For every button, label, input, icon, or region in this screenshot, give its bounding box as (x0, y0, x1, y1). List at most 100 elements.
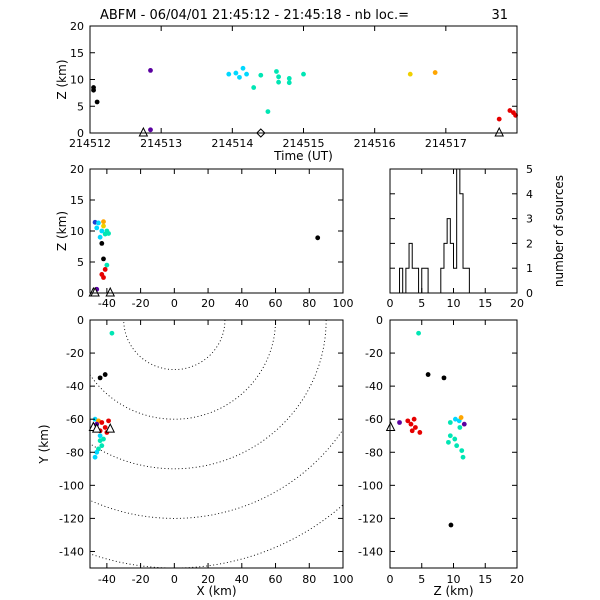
y-tick-label: -20 (66, 347, 84, 360)
x-tick-label: 20 (510, 573, 524, 586)
y-tick-label: 20 (70, 163, 84, 176)
source-point (92, 454, 98, 460)
source-point (109, 330, 115, 336)
plan-view-frame (89, 319, 344, 569)
source-point (315, 235, 321, 241)
y-axis-label: Z (km) (55, 59, 69, 99)
y-tick-label: -120 (358, 512, 383, 525)
source-point (97, 438, 103, 444)
y-tick-label: -20 (365, 347, 383, 360)
source-point (258, 72, 264, 78)
y-tick-label: -40 (365, 380, 383, 393)
y-axis-label: Y (km) (37, 424, 51, 464)
y-tick-label: 5 (77, 100, 84, 113)
x-tick-label: -20 (132, 573, 150, 586)
x-tick-label: 40 (235, 573, 249, 586)
source-point (432, 70, 438, 75)
source-point (104, 262, 110, 268)
source-point (301, 71, 306, 77)
y-tick-label: 0 (77, 127, 84, 140)
x-height-panel: -40 -20 0 20 40 60 80 100 0 5 10 15 20 Z (km) (55, 163, 354, 310)
y-tick-label: 0 (376, 314, 383, 327)
station-marker (105, 423, 116, 433)
source-point (240, 65, 246, 71)
x-tick-label: 40 (235, 297, 249, 310)
source-point (148, 68, 153, 73)
x-tick-label: 60 (269, 297, 283, 310)
source-point (441, 375, 447, 381)
source-point (286, 76, 292, 81)
x-tick-label: 214516 (354, 137, 396, 150)
x-tick-label: 15 (478, 573, 492, 586)
source-point (460, 454, 466, 460)
y-tick-label: 0 (526, 287, 533, 300)
x-axis-label: X (km) (196, 584, 236, 598)
source-point (507, 108, 513, 113)
source-point (94, 99, 100, 105)
x-tick-label: 214512 (69, 137, 111, 150)
source-point (417, 430, 423, 435)
y-tick-label: -40 (66, 380, 84, 393)
source-point (101, 256, 106, 262)
y-tick-label: -120 (59, 512, 84, 525)
source-point (459, 448, 465, 454)
station-marker (105, 286, 116, 297)
source-point (397, 420, 402, 425)
source-point (276, 74, 281, 80)
source-point (102, 372, 108, 377)
source-point (447, 433, 453, 439)
station-marker (385, 421, 396, 431)
source-point (409, 428, 415, 434)
x-tick-label: 5 (418, 573, 425, 586)
station-marker (91, 423, 102, 433)
source-point (411, 416, 417, 422)
source-point (101, 223, 106, 229)
source-point (94, 449, 100, 455)
x-tick-label: 20 (510, 297, 524, 310)
source-point (97, 234, 103, 240)
source-point (233, 70, 239, 76)
x-tick-label: 0 (387, 573, 394, 586)
x-axis-label: Z (km) (433, 584, 473, 598)
source-point (97, 433, 103, 439)
x-tick-label: 20 (201, 573, 215, 586)
x-tick-label: 20 (201, 297, 215, 310)
source-point (416, 330, 421, 336)
source-point (447, 420, 453, 425)
source-point (102, 267, 108, 272)
y-tick-label: 5 (526, 163, 533, 176)
station-marker (494, 126, 505, 137)
y-tick-label: 0 (77, 314, 84, 327)
x-tick-label: 0 (171, 297, 178, 310)
histogram-bar (412, 268, 415, 293)
x-tick-label: 100 (333, 573, 354, 586)
x-height-frame (89, 168, 344, 294)
x-tick-label: 214517 (425, 137, 467, 150)
source-point (102, 425, 108, 430)
x-tick-label: 10 (447, 297, 461, 310)
source-point (453, 416, 458, 422)
y-tick-label: -80 (365, 446, 383, 459)
x-tick-label: 15 (478, 297, 492, 310)
y-tick-label: -60 (66, 413, 84, 426)
source-point (274, 69, 279, 74)
x-tick-label: 100 (333, 297, 354, 310)
source-point (226, 71, 232, 77)
source-point (458, 415, 464, 420)
x-tick-label: 80 (302, 297, 316, 310)
source-point (407, 71, 413, 77)
y-tick-label: -100 (358, 479, 383, 492)
y-tick-label: 5 (77, 256, 84, 269)
x-tick-label: 5 (418, 297, 425, 310)
y-tick-label: -100 (59, 479, 84, 492)
source-point (457, 425, 463, 430)
y-tick-label: 4 (526, 188, 533, 201)
source-point (99, 228, 105, 234)
y-tick-label: 10 (70, 225, 84, 238)
station-marker (138, 126, 149, 137)
figure-title: ABFM - 06/04/01 21:45:12 - 21:45:18 - nb… (100, 8, 508, 23)
x-tick-label: 214513 (140, 137, 182, 150)
source-point (99, 241, 105, 246)
